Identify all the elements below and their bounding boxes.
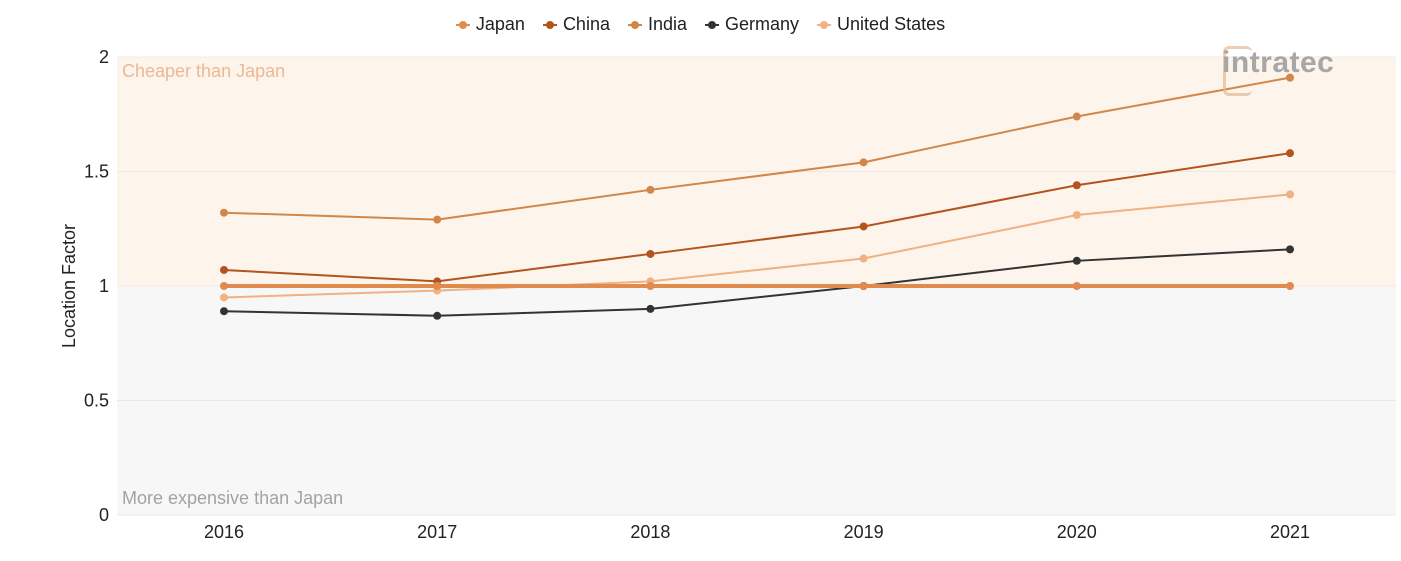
data-point-united-states xyxy=(220,293,228,302)
data-point-japan xyxy=(433,282,442,290)
data-point-germany xyxy=(1072,256,1081,265)
legend-item-united-states[interactable]: United States xyxy=(817,14,945,35)
y-axis-label: Location Factor xyxy=(59,224,79,348)
x-tick-label: 2020 xyxy=(1057,522,1097,542)
data-point-china xyxy=(646,249,655,258)
y-tick-label: 0 xyxy=(99,505,109,525)
data-point-united-states xyxy=(859,254,868,263)
legend-label: United States xyxy=(837,14,946,34)
legend-item-india[interactable]: India xyxy=(627,14,688,35)
data-point-germany xyxy=(433,311,442,320)
legend-label: Japan xyxy=(475,14,525,34)
legend-label: Germany xyxy=(725,14,800,34)
series-line-united-states xyxy=(223,193,1291,299)
data-point-china xyxy=(1286,149,1294,158)
data-point-germany xyxy=(1286,245,1294,254)
legend-marker-icon xyxy=(817,20,832,30)
data-point-japan xyxy=(859,282,868,290)
y-tick-label: 2 xyxy=(99,47,109,67)
legend-marker-icon xyxy=(455,20,470,30)
annotation-more-expensive: More expensive than Japan xyxy=(122,488,343,508)
data-point-japan xyxy=(1286,282,1294,290)
x-tick-label: 2016 xyxy=(204,522,244,542)
data-point-united-states xyxy=(1286,190,1294,199)
intratec-logo: intratec xyxy=(1222,46,1335,79)
legend-label: India xyxy=(647,14,688,34)
legend-label: China xyxy=(562,14,610,34)
x-tick-label: 2018 xyxy=(630,522,670,542)
legend-item-germany[interactable]: Germany xyxy=(705,14,799,35)
legend-item-japan[interactable]: Japan xyxy=(455,14,525,35)
data-point-india xyxy=(220,208,228,217)
data-point-india xyxy=(1286,73,1294,82)
series-line-india xyxy=(223,76,1291,221)
data-point-japan xyxy=(220,282,228,290)
data-point-india xyxy=(646,185,655,194)
chart-legend: Japan China India Germany United States xyxy=(0,14,1401,35)
y-tick-label: 0.5 xyxy=(84,391,109,411)
legend-marker-icon xyxy=(542,20,557,30)
data-point-germany xyxy=(220,307,228,316)
series-line-germany xyxy=(223,248,1291,317)
annotation-cheaper: Cheaper than Japan xyxy=(122,61,285,81)
series-line-china xyxy=(223,152,1291,283)
data-point-india xyxy=(433,215,442,224)
x-tick-label: 2021 xyxy=(1270,522,1310,542)
y-tick-label: 1.5 xyxy=(84,162,109,182)
data-point-japan xyxy=(646,282,655,290)
data-point-china xyxy=(859,222,868,231)
legend-marker-icon xyxy=(627,20,642,30)
y-tick-label: 1 xyxy=(99,276,109,296)
data-point-india xyxy=(859,158,868,167)
data-point-japan xyxy=(1072,282,1081,290)
x-tick-label: 2017 xyxy=(417,522,457,542)
data-point-germany xyxy=(646,304,655,313)
x-tick-label: 2019 xyxy=(844,522,884,542)
data-point-united-states xyxy=(1072,211,1081,220)
data-point-india xyxy=(1072,112,1081,121)
data-point-china xyxy=(220,265,228,274)
legend-marker-icon xyxy=(705,20,720,30)
intratec-logo-mark xyxy=(1223,46,1252,96)
data-point-china xyxy=(1072,181,1081,190)
legend-item-china[interactable]: China xyxy=(542,14,610,35)
